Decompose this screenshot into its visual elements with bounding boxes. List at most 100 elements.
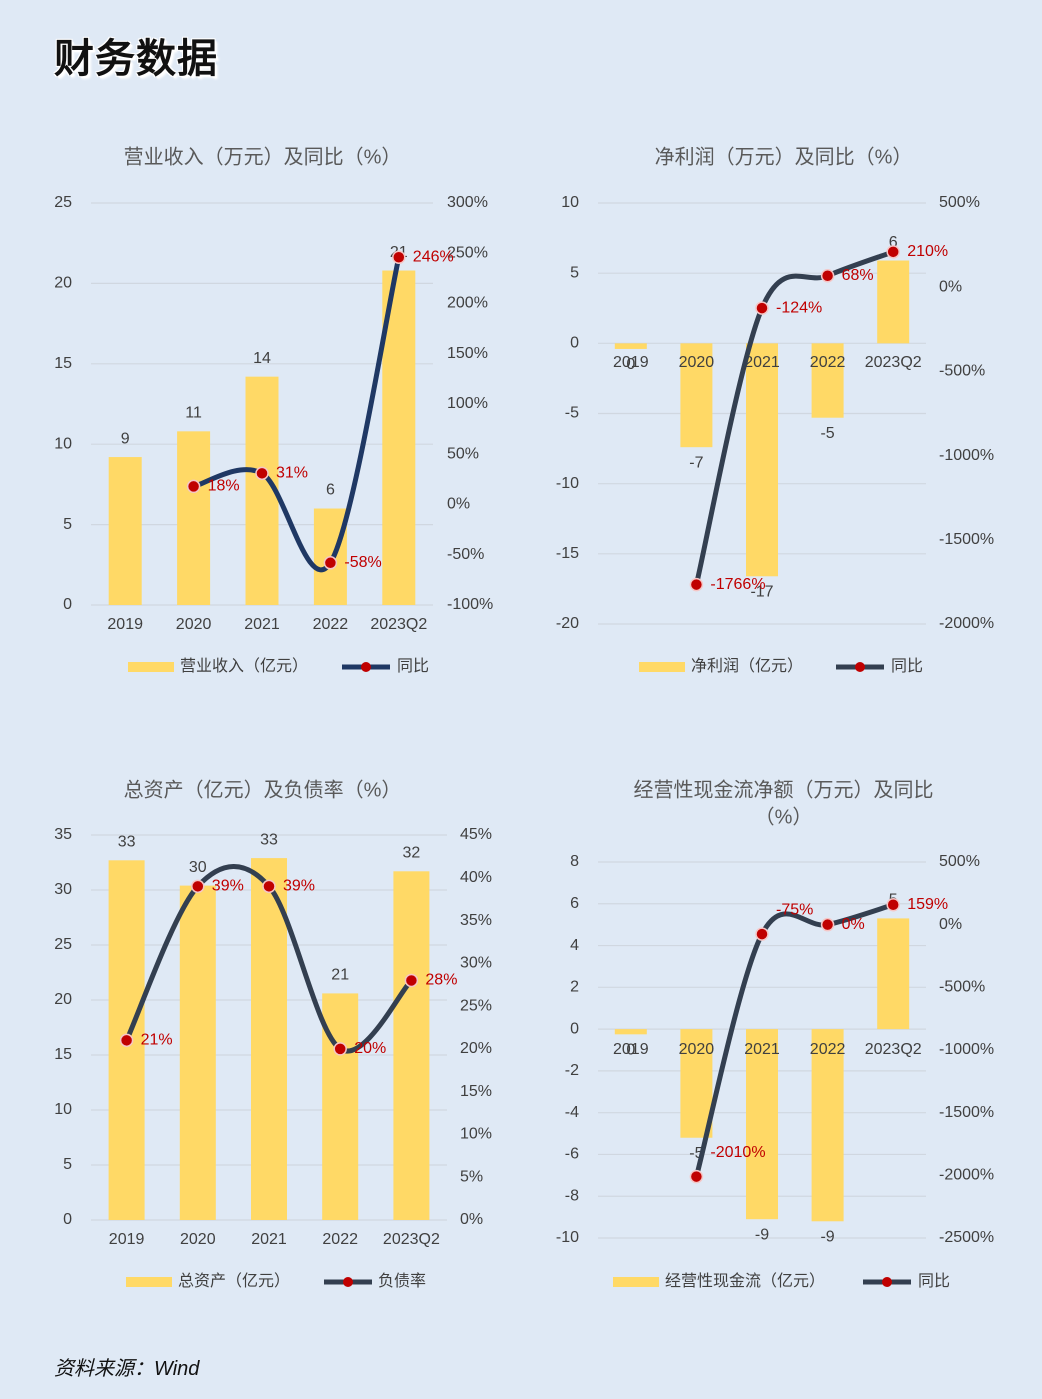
bar [177, 431, 211, 605]
x-tick-label: 2019 [109, 1231, 145, 1248]
legend-swatch-bar [126, 1277, 172, 1287]
line-marker [119, 1033, 134, 1048]
x-tick-label: 2023Q2 [370, 616, 427, 633]
line-data-label: 39% [212, 878, 244, 895]
bar [746, 1029, 778, 1220]
y-left-tick-label: 4 [570, 937, 579, 954]
y-left-tick-label: 5 [63, 1156, 72, 1173]
legend-swatch-bar [639, 662, 685, 672]
bar [680, 1029, 713, 1138]
x-tick-label: 2022 [313, 616, 349, 633]
bar-data-label: 32 [403, 845, 421, 862]
line-data-label: -1766% [710, 576, 765, 593]
chart-title-line: 总资产（亿元）及负债率（%） [124, 778, 402, 801]
bar-data-label: -7 [689, 454, 703, 471]
line-data-label: -58% [344, 554, 381, 571]
bar-data-label: 21 [331, 967, 349, 984]
line-marker [820, 917, 835, 932]
y-left-tick-label: 2 [570, 979, 579, 996]
x-tick-label: 2021 [744, 354, 780, 371]
legend-label: 同比 [891, 657, 923, 675]
y-left-tick-label: 6 [570, 895, 579, 912]
legend-swatch-bar [613, 1277, 659, 1287]
x-tick-label: 2019 [613, 1041, 649, 1058]
y-right-tick-label: 300% [447, 194, 488, 211]
y-right-tick-label: 50% [447, 445, 479, 462]
y-left-tick-label: -2 [565, 1062, 579, 1079]
chart-title-line: 营业收入（万元）及同比（%） [124, 145, 402, 168]
y-left-tick-label: 0 [63, 1211, 72, 1228]
y-right-tick-label: -1500% [939, 1104, 994, 1121]
y-right-tick-label: 500% [939, 853, 980, 870]
chart-svg: 经营性现金流净额（万元）及同比 （%） -10 -8 -6 -4 -2 0 2 4 6 8 -2500%… [556, 778, 994, 1290]
y-left-tick-label: 25 [54, 936, 72, 953]
x-tick-label: 2019 [107, 616, 143, 633]
y-right-tick-label: 200% [447, 295, 488, 312]
bar-series [614, 260, 910, 577]
bar-data-label: -9 [755, 1226, 769, 1243]
line-marker [333, 1042, 347, 1056]
legend-label: 同比 [918, 1272, 950, 1290]
line-data-label: 18% [208, 478, 240, 495]
chart-title-line: （%） [755, 805, 813, 828]
line-data-label: -75% [776, 901, 813, 918]
y-left-tick-label: 15 [54, 1046, 72, 1063]
y-right-tick-label: -500% [939, 979, 985, 996]
line-marker [255, 466, 269, 481]
y-left-tick-label: 20 [54, 275, 72, 292]
x-tick-label: 2020 [679, 354, 715, 371]
bar [877, 260, 910, 344]
line-marker [262, 879, 276, 894]
line-data-label: 210% [907, 243, 948, 260]
y-left-tick-label: -5 [565, 405, 579, 422]
y-right-tick-label: 25% [460, 997, 492, 1014]
gridlines [598, 861, 926, 1239]
y-right-tick-label: -100% [447, 596, 493, 613]
y-left-tick-label: 0 [570, 1020, 579, 1037]
y-right-tick-label: 30% [460, 955, 492, 972]
x-tick-label: 2020 [180, 1231, 216, 1248]
line-data-label: -124% [776, 299, 822, 316]
x-tick-label: 2022 [810, 1041, 846, 1058]
chart-svg: 净利润（万元）及同比（%） -20 -15 -10 -5 0 5 10 -2000% -1500%… [556, 145, 994, 675]
bar-series [614, 918, 910, 1222]
y-left-tick-label: -4 [565, 1104, 579, 1121]
chart-operating-cashflow: 经营性现金流净额（万元）及同比 （%） -10 -8 -6 -4 -2 0 2 4 6 8 -2500%… [521, 765, 1042, 1325]
y-right-tick-label: 250% [447, 244, 488, 261]
x-tick-label: 2021 [744, 1041, 780, 1058]
x-tick-label: 2022 [322, 1231, 358, 1248]
x-tick-label: 2020 [176, 616, 212, 633]
y-left-tick-label: -6 [565, 1146, 579, 1163]
y-right-tick-label: -1000% [939, 447, 994, 464]
y-right-tick-label: 45% [460, 826, 492, 843]
line-data-label: -2010% [710, 1144, 765, 1161]
chart-revenue: 营业收入（万元）及同比（%） 0 5 10 15 20 25 -100% -50% 0% 50% 10… [0, 130, 521, 700]
line-data-label: 31% [276, 465, 308, 482]
legend-label: 营业收入（亿元） [180, 657, 308, 675]
line-marker [404, 973, 419, 988]
y-right-tick-label: -2500% [939, 1229, 994, 1246]
bar-series [108, 858, 430, 1220]
legend-swatch-marker [361, 662, 371, 672]
x-tick-label: 2019 [613, 354, 649, 371]
chart-svg: 总资产（亿元）及负债率（%） 0 5 10 15 20 25 30 35 0% 5% 10% 15% 20… [54, 778, 492, 1290]
legend: 总资产（亿元） 负债率 [126, 1272, 426, 1290]
line-marker [755, 301, 769, 315]
bar [614, 343, 647, 349]
chart-svg: 营业收入（万元）及同比（%） 0 5 10 15 20 25 -100% -50% 0% 50% 10… [54, 145, 493, 675]
y-right-tick-label: -2000% [939, 1167, 994, 1184]
y-right-tick-label: 35% [460, 912, 492, 929]
bar [108, 457, 142, 605]
y-left-tick-label: -10 [556, 1229, 579, 1246]
y-right-tick-label: 5% [460, 1168, 483, 1185]
bar-data-label: 33 [118, 834, 136, 851]
line-series [693, 249, 896, 588]
line-data-label: 28% [425, 972, 457, 989]
chart-title-line: 净利润（万元）及同比（%） [655, 145, 913, 168]
line-data-label: 68% [842, 267, 874, 284]
y-right-tick-label: 100% [447, 395, 488, 412]
y-left-tick-label: 10 [54, 1101, 72, 1118]
bar-data-label: 14 [253, 350, 271, 367]
y-left-tick-label: -8 [565, 1187, 579, 1204]
y-left-tick-label: 8 [570, 853, 579, 870]
